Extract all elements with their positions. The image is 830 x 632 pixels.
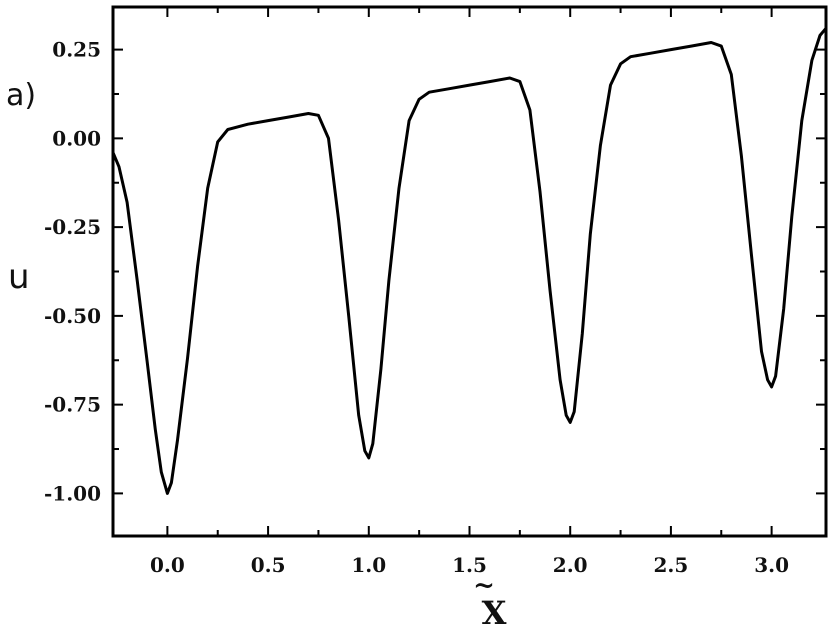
x-tick-label: 3.0 xyxy=(754,553,789,577)
panel-label: a) xyxy=(6,78,36,113)
x-tick-label: 1.5 xyxy=(452,553,487,577)
plot-area xyxy=(111,27,828,495)
y-tick-label: -0.50 xyxy=(44,304,101,328)
x-tick-label: 2.5 xyxy=(654,553,689,577)
x-tick-label: 2.0 xyxy=(553,553,588,577)
series-line-0 xyxy=(111,27,828,495)
axes: 0.0 0.5 1.0 1.5 2.0 2.5 3.0 0.25 0.00 -0.25 -0.50 -… xyxy=(44,5,828,577)
y-tick-label: 0.25 xyxy=(52,38,101,62)
x-axis-label: X xyxy=(482,594,507,632)
y-tick-label: 0.00 xyxy=(52,126,101,150)
x-axis-label-accent: ~ xyxy=(473,571,495,601)
y-tick-label: -0.75 xyxy=(44,393,101,417)
x-tick-label: 1.0 xyxy=(351,553,386,577)
x-tick-label: 0.0 xyxy=(150,553,185,577)
y-tick-label: -1.00 xyxy=(44,481,101,505)
y-axis-label: u xyxy=(8,257,30,297)
y-tick-label: -0.25 xyxy=(44,215,101,239)
x-tick-label: 0.5 xyxy=(251,553,286,577)
